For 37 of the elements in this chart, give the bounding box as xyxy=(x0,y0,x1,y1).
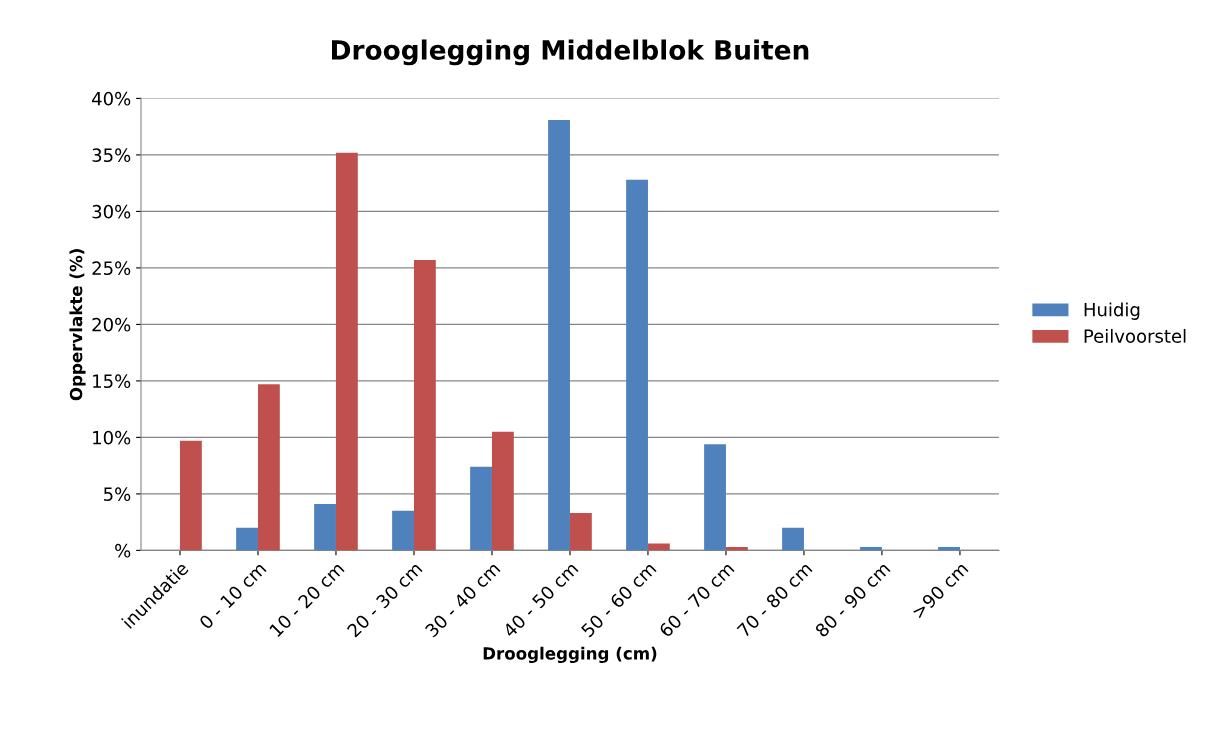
x-tick-label: 50 - 60 cm xyxy=(580,561,657,638)
x-tick-label: 10 - 20 cm xyxy=(268,561,345,638)
y-tick-label: 10% xyxy=(93,430,131,445)
bar xyxy=(335,152,358,551)
bar xyxy=(470,466,492,551)
x-tick-label: 60 - 70 cm xyxy=(658,561,735,638)
chart-title: Drooglegging Middelblok Buiten xyxy=(332,39,809,66)
y-tick-label: 30% xyxy=(92,204,131,219)
y-tick-label: 25% xyxy=(92,261,131,276)
bar xyxy=(314,504,336,551)
y-tick-label: 35% xyxy=(92,148,131,163)
bar xyxy=(179,440,202,551)
x-tick-label: 70 - 80 cm xyxy=(736,561,813,638)
y-axis-title: Oppervlakte (%) xyxy=(69,249,86,401)
x-tick-label: 0 - 10 cm xyxy=(198,561,267,630)
bar xyxy=(569,513,592,551)
bar xyxy=(626,179,648,551)
x-axis-title: Drooglegging (cm) xyxy=(483,646,657,664)
bar xyxy=(236,527,258,551)
bar xyxy=(782,527,804,551)
y-tick-label: 40% xyxy=(92,91,131,106)
legend-label: Huidig xyxy=(1084,302,1140,320)
bar xyxy=(413,260,436,551)
bar xyxy=(491,431,514,551)
legend-label: Peilvoorstel xyxy=(1084,328,1186,343)
bar xyxy=(548,119,570,551)
bar xyxy=(704,444,726,551)
x-tick-label: 20 - 30 cm xyxy=(346,561,423,638)
x-tick-label: 80 - 90 cm xyxy=(814,561,891,638)
y-tick-label: 15% xyxy=(93,374,131,389)
bar xyxy=(392,510,414,551)
y-tick-label: 20% xyxy=(92,317,131,332)
bar xyxy=(257,384,280,551)
x-tick-label: 40 - 50 cm xyxy=(502,561,579,639)
x-tick-label: 30 - 40 cm xyxy=(424,561,501,638)
y-tick-label: 5% xyxy=(104,487,131,502)
y-tick-label: % xyxy=(115,543,131,558)
